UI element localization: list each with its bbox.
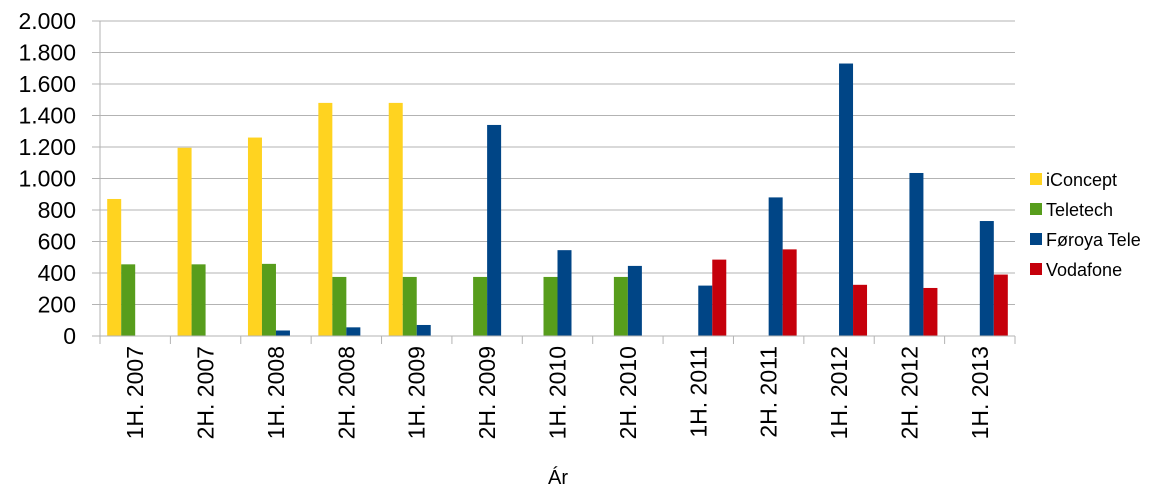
bar-vodafone [853, 284, 868, 336]
y-tick-labels: 0 200 400 600 800 1.000 1.200 1.400 1.600 1.800 2.… [18, 8, 76, 349]
legend-swatch [1030, 173, 1042, 185]
y-tick-label: 1.800 [18, 40, 76, 66]
bar-teletech [402, 276, 417, 336]
bar-teletech [261, 263, 276, 336]
x-axis-label: Ár [548, 466, 568, 489]
bar-iconcept [388, 102, 403, 337]
y-tick-label: 1.000 [18, 166, 76, 192]
bar-f-roya-tele [346, 327, 361, 336]
y-tick-label: 800 [38, 197, 76, 223]
bar-iconcept [247, 137, 262, 336]
y-tick-label: 1.200 [18, 134, 76, 160]
bar-f-roya-tele [557, 250, 572, 336]
bar-vodafone [993, 274, 1008, 336]
bar-iconcept [318, 102, 333, 337]
x-tick-label: 1H. 2007 [122, 346, 148, 439]
x-tick-label: 1H. 2011 [685, 346, 711, 438]
bar-iconcept [107, 198, 122, 336]
y-tick-label: 0 [63, 323, 76, 349]
x-tick-label: 1H. 2008 [263, 346, 289, 439]
x-tick-label: 2H. 2008 [333, 346, 359, 439]
bar-vodafone [782, 249, 797, 336]
bar-vodafone [712, 259, 727, 336]
bar-f-roya-tele [275, 330, 290, 336]
bar-teletech [543, 276, 558, 336]
x-tick-label: 2H. 2010 [615, 346, 641, 439]
bar-f-roya-tele [416, 324, 431, 336]
legend-swatch [1030, 263, 1042, 275]
legend-label: Teletech [1046, 200, 1113, 220]
bar-teletech [121, 264, 136, 336]
bar-teletech [191, 264, 206, 336]
x-tick-label: 2H. 2012 [896, 346, 922, 439]
bar-iconcept [177, 147, 192, 336]
legend-label: Føroya Tele [1046, 230, 1141, 250]
y-tick-label: 1.600 [18, 71, 76, 97]
legend: iConcept Teletech Føroya Tele Vodafone [1030, 170, 1141, 280]
bar-teletech [473, 276, 488, 336]
legend-swatch [1030, 233, 1042, 245]
x-tick-label: 2H. 2011 [756, 346, 782, 438]
bar-f-roya-tele [698, 285, 713, 336]
bar-f-roya-tele [487, 124, 502, 336]
x-tick-label: 1H. 2012 [826, 346, 852, 439]
bar-teletech [613, 276, 628, 336]
bar-f-roya-tele [768, 197, 783, 336]
x-tick-label: 1H. 2010 [545, 346, 571, 439]
bars [107, 63, 1008, 337]
y-tick-label: 400 [38, 260, 76, 286]
bar-f-roya-tele [909, 172, 924, 336]
legend-swatch [1030, 203, 1042, 215]
y-tick-label: 1.400 [18, 103, 76, 129]
bar-f-roya-tele [979, 221, 994, 336]
bar-teletech [332, 276, 347, 336]
bar-f-roya-tele [839, 63, 854, 337]
y-tick-label: 2.000 [18, 8, 76, 34]
x-tick-label: 1H. 2013 [967, 346, 993, 439]
y-tick-label: 200 [38, 292, 76, 318]
bar-f-roya-tele [627, 265, 642, 336]
legend-label: Vodafone [1046, 260, 1122, 280]
legend-label: iConcept [1046, 170, 1117, 190]
y-tick-label: 600 [38, 229, 76, 255]
x-tick-label: 2H. 2009 [474, 346, 500, 439]
x-tick-label: 1H. 2009 [404, 346, 430, 439]
x-tick-labels: 1H. 2007 2H. 2007 1H. 2008 2H. 2008 1H. 2009… [122, 346, 993, 439]
x-tick-label: 2H. 2007 [193, 346, 219, 439]
bar-vodafone [923, 287, 938, 336]
